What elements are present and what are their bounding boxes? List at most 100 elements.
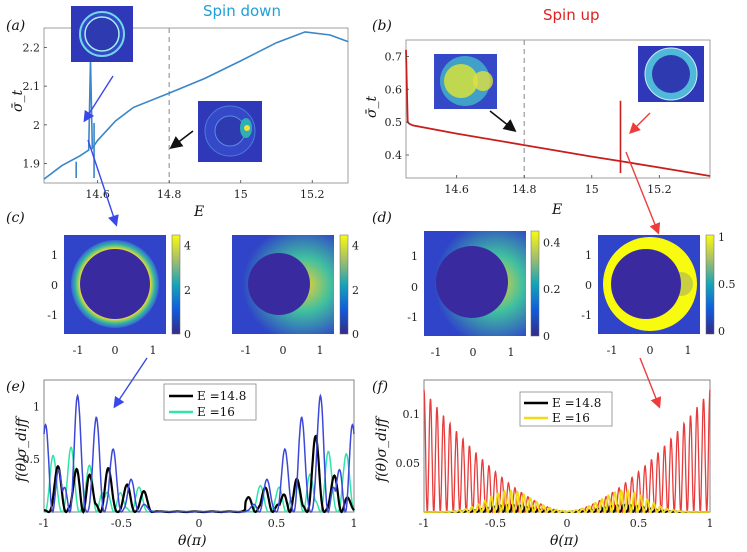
panel-label-f: (f) [372, 379, 388, 395]
xtick-label-f-3: 0.5 [630, 517, 648, 530]
arrow-b-offres [489, 110, 517, 132]
heatmap-d-2-ytick-0: 1 [585, 249, 592, 262]
xtick-label-e-4: 1 [351, 517, 358, 530]
heatmap-d-2-yticks: 1 0 -1 [581, 249, 592, 322]
plot-e-xticks: -1 -0.5 0 0.5 1 [39, 517, 358, 530]
ytick-label-b-3: 0.7 [385, 50, 403, 63]
heatmap-d-1 [424, 231, 526, 336]
plot-e-series [43, 393, 355, 514]
colorbar-c-2-tick-0: 0 [352, 328, 359, 341]
plot-a-xticks: 14.6 14.8 15 15.2 [85, 180, 324, 201]
spin-up-title: Spin up [543, 6, 600, 24]
heatmap-d-2-xticks: -1 0 1 [607, 344, 692, 357]
heatmap-d-2-xtick-0: -1 [607, 344, 618, 357]
colorbar-d-1 [530, 230, 540, 337]
heatmap-d-2-xtick-1: 0 [647, 344, 654, 357]
colorbar-c-1 [171, 234, 181, 335]
ytick-label-b-2: 0.6 [385, 83, 403, 96]
plot-e-legend: E =14.8 E =16 [163, 383, 257, 421]
panel-label-c: (c) [6, 210, 25, 226]
colorbar-d-1-tick-2: 0.4 [543, 236, 561, 249]
panel-label-a: (a) [6, 18, 25, 34]
ytick-label-f-1: 0.1 [403, 408, 421, 421]
colorbar-c-1-ticks: 0 2 4 [184, 240, 191, 341]
colorbar-d-2-tick-0: 0 [718, 325, 725, 338]
plot-b-yticks: 0.4 0.5 0.6 0.7 [385, 50, 409, 162]
xtick-label-a-3: 15.2 [300, 188, 325, 201]
panel-label-d: (d) [372, 210, 392, 226]
legend-f-label-1: E =14.8 [552, 396, 601, 410]
colorbar-d-2 [705, 234, 715, 335]
heatmap-d-1-ytick-2: -1 [407, 311, 418, 324]
plot-b-ylabel: σ̄_t [364, 95, 380, 118]
colorbar-c-2-ticks: 0 2 4 [352, 240, 359, 341]
plot-f-xticks: -1 -0.5 0 0.5 1 [419, 517, 714, 530]
inset-b-resonance [638, 46, 704, 102]
arrow-a-to-c [87, 139, 119, 227]
colorbar-c-2-tick-2: 4 [352, 240, 359, 253]
xtick-label-b-2: 15 [585, 183, 599, 196]
plot-a-xlabel: E [193, 204, 204, 220]
plot-e-ylabel: f(θ)σ_diff [14, 415, 30, 483]
heatmap-c-2-xtick-1: 0 [280, 344, 287, 357]
xtick-label-f-2: 0 [564, 517, 571, 530]
heatmap-d-1-xticks: -1 0 1 [431, 346, 515, 359]
heatmap-d-1-xtick-0: -1 [431, 346, 442, 359]
plot-f: -1 -0.5 0 0.5 1 0.05 0.1 E =14.8 E =16 θ(π) f… [374, 379, 714, 549]
colorbar-d-2-ticks: 00.51 [718, 231, 736, 338]
xtick-label-e-2: 0 [196, 517, 203, 530]
colorbar-d-1-tick-0: 0 [543, 330, 550, 343]
xtick-label-e-0: -1 [39, 517, 50, 530]
heatmap-d-1-ytick-1: 0 [411, 281, 418, 294]
colorbar-d-1-ticks: 0 0.2 0.4 [543, 236, 561, 343]
xtick-label-f-1: -0.5 [485, 517, 506, 530]
legend-e-label-2: E =16 [197, 405, 235, 419]
xtick-label-a-2: 15 [234, 188, 248, 201]
arrow-b-to-d [625, 151, 661, 235]
plot-a-frame [43, 27, 349, 184]
ytick-label-a-2: 2.1 [23, 80, 41, 93]
heatmap-c-1 [64, 235, 166, 334]
heatmap-d-2-xtick-2: 1 [685, 344, 692, 357]
xtick-label-f-4: 1 [707, 517, 714, 530]
colorbar-c-2-tick-1: 2 [352, 284, 359, 297]
heatmap-c-2-xtick-0: -1 [241, 344, 252, 357]
arrow-d-to-f [639, 357, 662, 409]
heatmap-c-2-xtick-2: 1 [317, 344, 324, 357]
inset-a-offresonance [198, 101, 262, 162]
heatmap-d-2 [598, 235, 700, 334]
heatmap-d-2-ytick-2: -1 [581, 309, 592, 322]
heatmap-c-1-xtick-0: -1 [73, 344, 84, 357]
colorbar-c-1-tick-2: 4 [184, 240, 191, 253]
colorbar-d-2-tick-1: 0.5 [718, 278, 736, 291]
heatmap-c-2 [232, 235, 334, 334]
ytick-label-a-0: 1.9 [23, 158, 41, 171]
colorbar-d-2-tick-2: 1 [718, 231, 725, 244]
series-f-2 [424, 489, 710, 514]
heatmap-c-1-xtick-2: 1 [150, 344, 157, 357]
arrow-b-inset [629, 112, 651, 134]
panel-label-b: (b) [372, 18, 392, 34]
plot-a: 14.6 14.8 15 15.2 1.9 2 2.1 2.2 E σ̄_t [10, 27, 349, 220]
series-e-0 [43, 393, 355, 514]
plot-a-ylabel: σ̄_t [10, 89, 26, 112]
ytick-label-e-0: 0.5 [23, 453, 41, 466]
xtick-label-e-3: 0.5 [268, 517, 286, 530]
arrow-c-to-e [113, 357, 148, 409]
colorbar-c-2 [339, 234, 349, 335]
xtick-label-e-1: -0.5 [111, 517, 132, 530]
xtick-label-b-1: 14.8 [512, 183, 537, 196]
xtick-label-b-0: 14.6 [444, 183, 469, 196]
spin-down-curve [43, 31, 349, 180]
inset-b-offresonance [434, 54, 497, 109]
plot-f-legend: E =14.8 E =16 [519, 391, 613, 427]
plot-a-yticks: 1.9 2 2.1 2.2 [23, 41, 47, 171]
xtick-label-a-1: 14.8 [157, 188, 182, 201]
colorbar-d-1-tick-1: 0.2 [543, 283, 561, 296]
heatmap-c-1-xtick-1: 0 [112, 344, 119, 357]
plot-f-ylabel: f(θ)σ_diff [374, 415, 390, 483]
xtick-label-a-0: 14.6 [85, 188, 110, 201]
plot-e-yticks: 0.51 [23, 400, 41, 466]
spin-down-title: Spin down [203, 2, 281, 20]
